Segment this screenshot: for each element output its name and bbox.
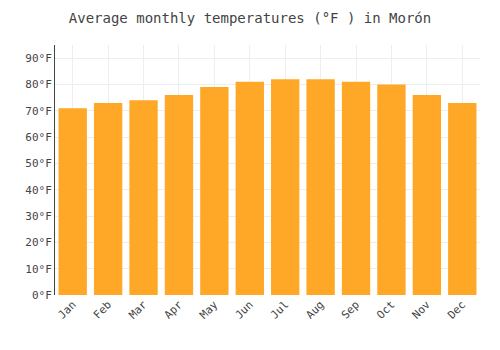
svg-text:60°F: 60°F (25, 131, 52, 144)
svg-text:20°F: 20°F (25, 236, 52, 249)
svg-text:0°F: 0°F (32, 289, 52, 302)
svg-text:Jan: Jan (55, 298, 78, 321)
svg-text:40°F: 40°F (25, 184, 52, 197)
svg-text:80°F: 80°F (25, 78, 52, 91)
svg-text:Mar: Mar (126, 298, 150, 322)
svg-text:50°F: 50°F (25, 157, 52, 170)
svg-text:Jul: Jul (268, 298, 291, 321)
svg-text:Aug: Aug (303, 298, 326, 321)
svg-text:Nov: Nov (410, 298, 434, 322)
svg-text:Sep: Sep (339, 298, 362, 321)
svg-text:30°F: 30°F (25, 210, 52, 223)
svg-text:Jun: Jun (233, 298, 256, 321)
svg-text:Average monthly temperatures (: Average monthly temperatures (°F ) in Mo… (69, 10, 431, 26)
svg-text:May: May (197, 298, 221, 322)
svg-text:10°F: 10°F (25, 263, 52, 276)
svg-text:Apr: Apr (162, 298, 186, 322)
svg-text:70°F: 70°F (25, 105, 52, 118)
svg-text:Dec: Dec (445, 298, 468, 321)
svg-text:Feb: Feb (91, 298, 114, 321)
svg-text:90°F: 90°F (25, 52, 52, 65)
svg-text:Oct: Oct (374, 298, 397, 321)
